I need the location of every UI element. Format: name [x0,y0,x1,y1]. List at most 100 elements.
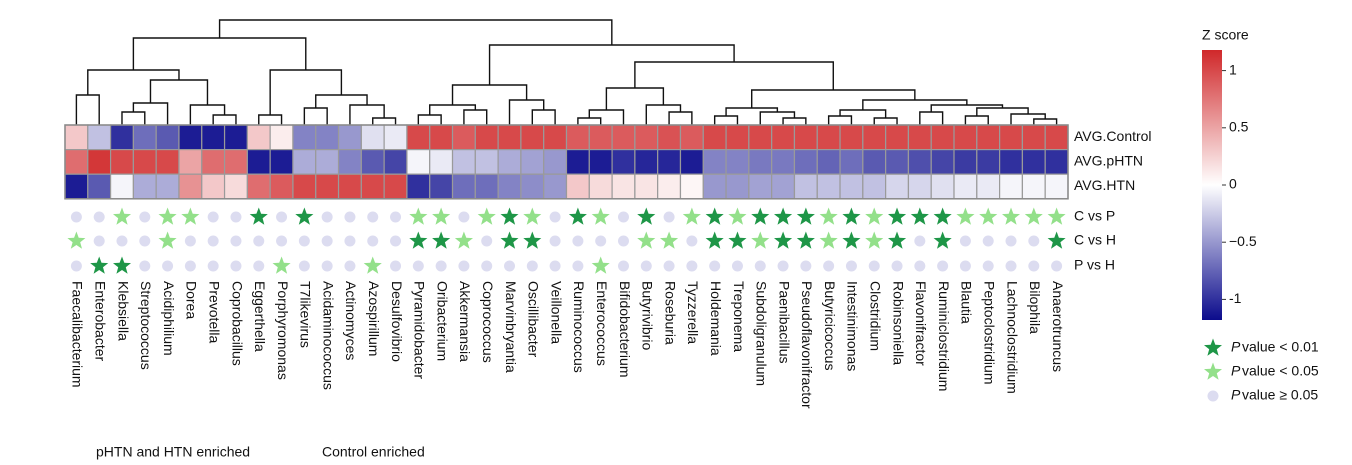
significance-dot [253,260,265,272]
significance-star [113,207,131,225]
heatmap-cell [337,173,362,200]
significance-star [933,231,952,249]
heatmap-cell [269,173,294,200]
heatmap-cell [497,149,522,175]
heatmap-cell [657,124,682,151]
significance-dot [435,260,447,272]
heatmap-cell [1021,149,1046,175]
significance-star [454,231,473,249]
heatmap-cell [64,124,89,151]
heatmap-cell [269,149,294,175]
heatmap-cell [679,124,704,151]
significance-dot [390,211,402,223]
heatmap-cell [132,173,157,200]
significance-star [819,207,838,225]
column-label: Blautia [959,281,975,324]
significance-dot [321,235,333,247]
column-label: Anaerotruncus [1050,281,1066,372]
significance-star [1204,362,1222,380]
heatmap-cell [201,124,226,151]
significance-star [910,207,929,225]
significance-star [90,256,109,274]
heatmap-cell [109,124,134,151]
significance-dot [800,260,812,272]
significance-star [1024,207,1043,225]
significance-dot [207,211,219,223]
significance-star [774,207,793,225]
significance-dot [686,260,698,272]
heatmap-cell [839,173,864,200]
significance-label: C vs P [1074,208,1115,224]
heatmap-cell [611,124,636,151]
significance-star [796,207,815,225]
heatmap-border [64,124,1069,200]
heatmap-cell [976,124,1001,151]
heatmap-cell [748,149,773,175]
significance-dot [367,211,379,223]
significance-dot [458,211,470,223]
significance-dot [367,235,379,247]
heatmap-cell [862,149,887,175]
heatmap-cell [178,124,203,151]
significance-dot [686,235,698,247]
heatmap-cell [155,173,180,200]
significance-dot [390,260,402,272]
heatmap-cell [771,149,796,175]
heatmap-cell [930,124,955,151]
colorbar-title: Z score [1202,27,1249,43]
column-label: Desulfovibrio [389,281,405,362]
heatmap-cell [292,173,317,200]
heatmap-cell [246,124,271,151]
significance-dot [891,260,903,272]
heatmap-cell [793,173,818,200]
heatmap-cell [451,124,476,151]
significance-dot [207,260,219,272]
significance-star [796,231,815,249]
heatmap-cell [543,124,568,151]
heatmap-cell [64,149,89,175]
column-label: Pseudoflavonifractor [799,281,815,409]
colorbar-tick-label: -1 [1229,290,1242,306]
heatmap-cell [543,149,568,175]
column-label: Butyrivibrio [640,281,656,350]
column-label: Treponema [731,281,747,352]
heatmap-cell [976,173,1001,200]
significance-star [295,207,314,225]
significance-star [158,231,177,249]
column-label: Oscillibacter [526,281,542,358]
column-label: Holdemania [708,281,724,356]
significance-dot [549,235,561,247]
significance-dot [321,211,333,223]
legend-italic: P [1231,387,1241,403]
significance-dot [276,235,288,247]
significance-star [523,207,542,225]
heatmap-cell [360,124,385,151]
significance-dot [230,211,242,223]
column-label: Lachnoclostridium [1004,281,1020,394]
heatmap-cell [725,173,750,200]
significance-dot [549,260,561,272]
heatmap-cell [1044,124,1069,151]
heatmap-cell [771,173,796,200]
heatmap-cell [360,173,385,200]
heatmap-cell [1021,124,1046,151]
row-label: AVG.pHTN [1074,153,1143,169]
column-label: T7likevirus [298,281,314,348]
column-label: Acidaminococcus [320,281,336,390]
significance-star [158,207,177,225]
significance-dot [139,260,151,272]
heatmap-cell [725,124,750,151]
column-label: Paenibacillus [776,281,792,364]
column-label: Porphyromonas [275,281,291,380]
significance-dot [1005,260,1017,272]
heatmap-cell [223,124,248,151]
colorbar-tick-label: −0.5 [1229,233,1257,249]
column-label: Bifidobacterium [617,281,633,378]
heatmap-cell [793,149,818,175]
significance-dot [93,235,105,247]
heatmap-cell [611,173,636,200]
heatmap-cell [87,149,112,175]
heatmap-cell [520,173,545,200]
column-label: Butyricicoccus [822,281,838,370]
colorbar-tick-label: 1 [1229,61,1237,77]
